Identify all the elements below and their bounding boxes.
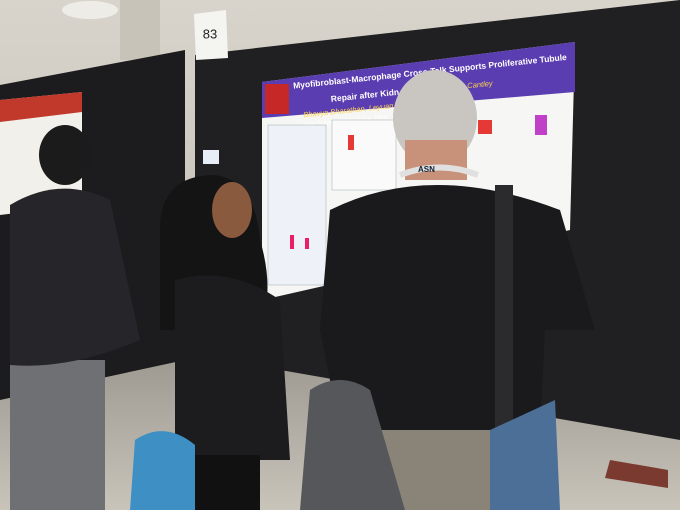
- poster-figures: [267, 115, 547, 286]
- poster-logo: [265, 84, 289, 114]
- bag-strap: [495, 185, 513, 465]
- poster-bar: [535, 115, 547, 135]
- backpack: [130, 431, 195, 510]
- head: [39, 125, 91, 185]
- polo-shirt: [320, 185, 595, 430]
- trousers: [195, 455, 260, 510]
- person-left: [10, 125, 140, 510]
- small-card: [203, 150, 219, 164]
- lanyard-text: ASN: [418, 165, 435, 174]
- face: [212, 182, 252, 238]
- ceiling-light: [62, 1, 118, 19]
- neck: [405, 140, 467, 180]
- poster-bar: [348, 135, 354, 150]
- poster-authors: Cantley: [467, 79, 494, 91]
- trousers: [10, 360, 105, 510]
- jacket-held: [300, 380, 405, 510]
- sign-number: 83: [203, 26, 217, 41]
- poster-panel: [331, 119, 397, 191]
- blazer: [175, 275, 290, 460]
- person-right: ASN: [300, 70, 595, 510]
- bag: [490, 400, 560, 510]
- jacket: [10, 188, 140, 366]
- lanyard: [398, 164, 480, 178]
- poster-bar: [305, 238, 309, 249]
- poster-bar: [290, 235, 294, 249]
- pillar: [120, 0, 160, 60]
- poster-panel: [267, 124, 327, 286]
- shoe: [605, 460, 668, 488]
- person-woman: [130, 175, 290, 510]
- sign-card: [194, 10, 228, 60]
- left-poster-header: [0, 92, 82, 122]
- poster-bar: [478, 120, 492, 134]
